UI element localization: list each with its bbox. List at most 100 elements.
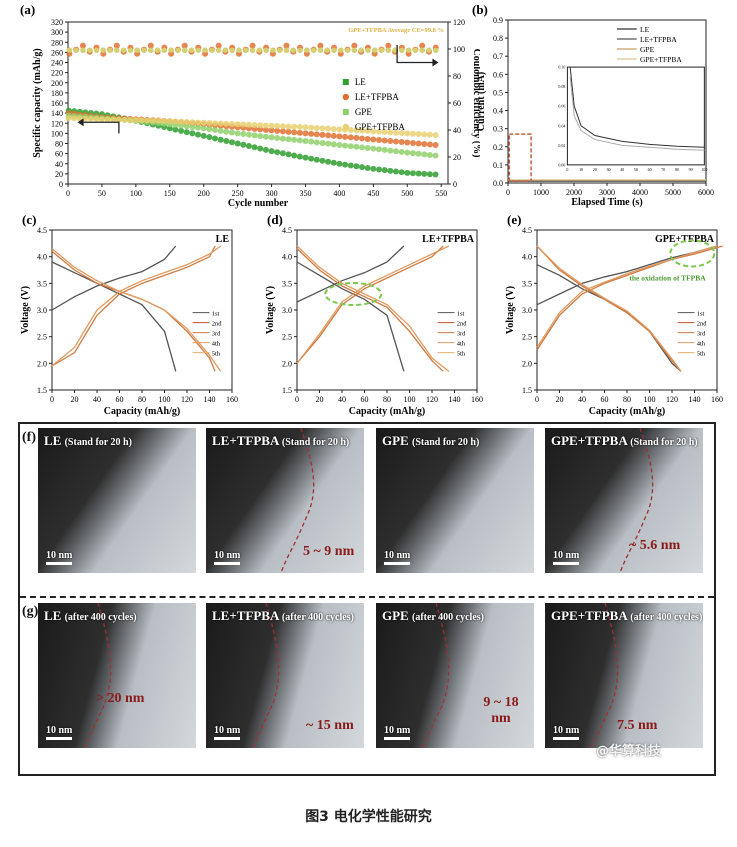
legend-label: 2nd [457, 321, 468, 328]
data-point [206, 126, 213, 133]
ce-point [283, 42, 290, 49]
data-point [376, 128, 383, 135]
data-point [161, 118, 168, 125]
data-point [228, 129, 235, 136]
y-tick-label-a: 200 [51, 79, 63, 88]
y-axis-label-a: Specific capacity (mAh/g) [32, 48, 43, 157]
data-point [342, 133, 349, 140]
inset-y-tick-label: 0.00 [558, 162, 565, 167]
tem-label: GPE+TFPBA (Stand for 20 h) [551, 433, 698, 449]
data-point [110, 116, 117, 123]
y-tick-label-a: 80 [55, 140, 63, 149]
data-point [342, 161, 349, 168]
data-point [172, 118, 179, 125]
tem-image: LE (after 400 cycles) 10 nm > 20 nm [38, 603, 196, 748]
sei-thickness-label: 9 ~ 18 nm [483, 695, 519, 726]
ce-point [249, 42, 256, 49]
data-point [409, 170, 416, 177]
data-point [296, 124, 303, 131]
panel-letter-b: (b) [472, 2, 488, 17]
scale-bar-label: 10 nm [384, 725, 411, 736]
data-point [313, 139, 320, 146]
tem-sample-name: LE+TFPBA [212, 433, 282, 448]
tem-sample-name: LE+TFPBA [212, 608, 282, 623]
chart-panel-b: 0 1000 2000 3000 4000 5000 60000.00.10.20.30.4… [472, 2, 714, 208]
legend-label-b: GPE+TFPBA [640, 55, 682, 64]
data-point [93, 116, 100, 123]
data-point [325, 132, 332, 139]
y-tick-label-b: 0.2 [493, 143, 503, 152]
chart-panel-a: 0 50 100 150 200 250 300 350 400 450 500 5500204060… [20, 2, 480, 209]
data-point [319, 125, 326, 132]
y-tick-label-a: 320 [51, 18, 63, 27]
scale-bar: 10 nm [46, 550, 72, 565]
data-point [296, 129, 303, 136]
x-tick-label: 40 [338, 395, 346, 404]
inset-x-tick-label: 60 [648, 167, 652, 172]
data-point [359, 144, 366, 151]
data-point [325, 140, 332, 147]
data-point [127, 117, 134, 124]
ce-point [290, 47, 296, 53]
ce-point [351, 47, 357, 53]
data-point [409, 150, 416, 157]
data-point [178, 127, 185, 134]
data-point [234, 140, 241, 147]
ce-point [100, 47, 106, 53]
y-tick-label: 2.0 [37, 359, 47, 368]
watermark: @华算科技 [596, 744, 662, 759]
y-right-axis-label-a: Coulombic efficiency (%) [471, 49, 480, 158]
ce-point [297, 47, 303, 53]
y-tick-label: 1.5 [522, 386, 532, 395]
x-tick-label: 0 [295, 395, 299, 404]
data-point [302, 124, 309, 131]
data-point [370, 128, 377, 135]
legend-label: 5th [697, 351, 706, 358]
data-point [364, 164, 371, 171]
data-point [274, 127, 281, 134]
x-tick-label: 160 [471, 395, 483, 404]
charge-curve [536, 245, 723, 351]
ce-point [229, 47, 235, 53]
interphase-boundary [589, 603, 619, 748]
data-point [359, 164, 366, 171]
data-point [262, 126, 269, 133]
data-point [387, 167, 394, 174]
legend-marker [342, 79, 349, 85]
ce-point [358, 47, 364, 53]
tem-label: LE (Stand for 20 h) [44, 433, 132, 449]
x-tick-label-a: 0 [66, 189, 70, 198]
inset-y-tick-label: 0.08 [558, 84, 565, 89]
data-point [166, 118, 173, 125]
y-right-tick-label-a: 0 [453, 180, 457, 189]
data-point [387, 129, 394, 136]
x-tick-label: 140 [204, 395, 216, 404]
data-point [353, 134, 360, 141]
ce-point [148, 47, 154, 53]
inset-x-tick-label: 80 [675, 167, 679, 172]
y-tick-label-b: 0.9 [493, 16, 503, 25]
data-point [330, 141, 337, 148]
inset-x-tick-label: 50 [634, 167, 638, 172]
data-point [217, 136, 224, 143]
charge-curve [296, 245, 444, 364]
tem-sample-name: LE [44, 608, 65, 623]
scale-bar-label: 10 nm [384, 550, 411, 561]
panel-letter: (c) [22, 212, 36, 227]
inset-x-tick-label: 40 [620, 167, 624, 172]
legend-label: 4th [212, 341, 221, 348]
data-point [392, 168, 399, 175]
sei-outline [589, 603, 619, 748]
data-point [245, 121, 252, 128]
tem-label: LE (after 400 cycles) [44, 608, 137, 624]
data-point [257, 122, 264, 129]
data-point [415, 150, 422, 157]
data-point [189, 130, 196, 137]
x-tick-label-b: 4000 [632, 188, 648, 197]
discharge-curve [51, 248, 222, 372]
data-point [387, 147, 394, 154]
x-tick-label: 120 [181, 395, 193, 404]
ce-point [283, 47, 290, 53]
y-tick-label: 3.0 [282, 306, 292, 315]
data-point [257, 145, 264, 152]
